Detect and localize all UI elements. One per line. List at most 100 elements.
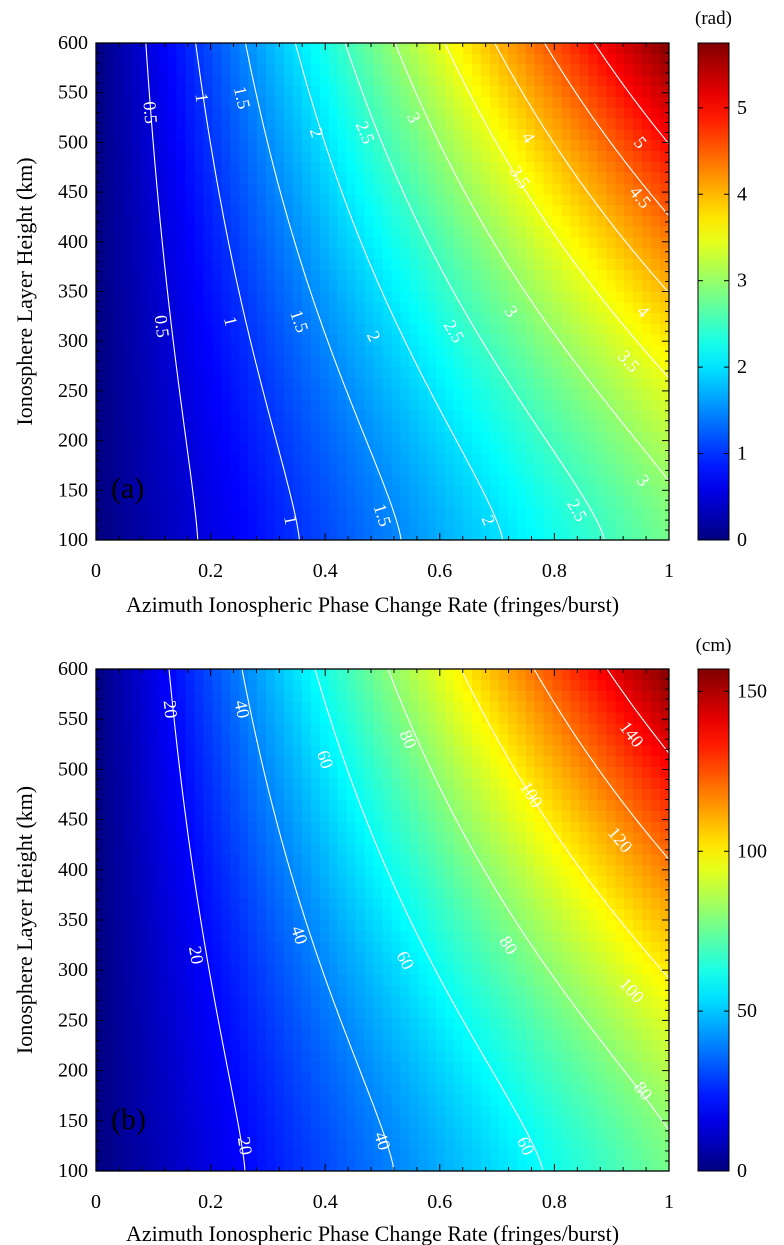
heatmap-cell xyxy=(221,778,231,790)
heatmap-cell xyxy=(319,778,330,790)
heatmap-cell xyxy=(248,745,258,757)
heatmap-cell xyxy=(579,377,590,390)
heatmap-cell xyxy=(651,410,661,422)
heatmap-cell xyxy=(427,118,437,131)
heatmap-cell xyxy=(588,745,598,757)
heatmap-cell xyxy=(615,64,625,77)
heatmap-cell xyxy=(328,745,339,757)
heatmap-cell xyxy=(346,496,357,509)
heatmap-cell xyxy=(346,172,357,185)
heatmap-cell xyxy=(337,302,348,314)
heatmap-cell xyxy=(292,756,303,768)
heatmap-cell xyxy=(507,291,518,303)
heatmap-cell xyxy=(427,701,437,714)
heatmap-cell xyxy=(445,734,455,746)
heatmap-cell xyxy=(257,226,267,239)
heatmap-cell xyxy=(167,205,178,217)
heatmap-cell xyxy=(194,909,205,921)
heatmap-cell xyxy=(597,507,607,519)
heatmap-cell xyxy=(543,496,554,509)
heatmap-cell xyxy=(624,485,634,498)
heatmap-cell xyxy=(552,745,563,757)
heatmap-cell xyxy=(149,723,160,736)
heatmap-cell xyxy=(552,248,563,260)
heatmap-cell xyxy=(104,388,115,401)
heatmap-cell xyxy=(328,345,339,357)
heatmap-cell xyxy=(588,53,598,66)
heatmap-cell xyxy=(131,832,142,845)
heatmap-cell xyxy=(194,930,205,943)
heatmap-cell xyxy=(489,701,500,714)
heatmap-cell xyxy=(266,485,276,498)
heatmap-cell xyxy=(606,799,616,812)
heatmap-cell xyxy=(436,388,446,401)
heatmap-cell xyxy=(489,778,500,790)
heatmap-cell xyxy=(185,129,196,141)
heatmap-cell xyxy=(149,183,160,195)
heatmap-cell xyxy=(194,431,205,444)
heatmap-cell xyxy=(266,876,276,888)
heatmap-cell xyxy=(507,97,518,109)
heatmap-cell xyxy=(561,507,572,519)
heatmap-cell xyxy=(328,734,339,746)
heatmap-cell xyxy=(319,377,330,390)
heatmap-cell xyxy=(382,854,393,867)
heatmap-cell xyxy=(570,183,581,195)
heatmap-cell xyxy=(382,734,393,746)
heatmap-cell xyxy=(248,97,258,109)
heatmap-cell xyxy=(257,767,267,779)
heatmap-cell xyxy=(203,974,213,987)
heatmap-cell xyxy=(122,930,133,943)
heatmap-cell xyxy=(167,496,178,509)
heatmap-cell xyxy=(642,799,652,812)
heatmap-cell xyxy=(212,745,222,757)
heatmap-cell xyxy=(400,53,410,66)
heatmap-cell xyxy=(203,291,213,303)
heatmap-cell xyxy=(454,529,464,541)
heatmap-cell xyxy=(382,778,393,790)
heatmap-cell xyxy=(391,388,401,401)
heatmap-cell xyxy=(158,151,169,163)
heatmap-cell xyxy=(275,690,285,703)
heatmap-cell xyxy=(570,205,581,217)
heatmap-cell xyxy=(239,151,249,163)
heatmap-cell xyxy=(176,129,187,141)
heatmap-cell xyxy=(400,388,410,401)
heatmap-cell xyxy=(346,97,357,109)
heatmap-cell xyxy=(489,485,500,498)
heatmap-cell xyxy=(364,690,375,703)
heatmap-cell xyxy=(633,767,643,779)
heatmap-cell xyxy=(624,388,634,401)
heatmap-cell xyxy=(113,313,124,325)
heatmap-cell xyxy=(248,799,258,812)
heatmap-cell xyxy=(543,86,554,98)
heatmap-cell xyxy=(561,920,572,932)
heatmap-cell xyxy=(292,399,303,411)
heatmap-cell xyxy=(624,854,634,867)
heatmap-cell xyxy=(284,345,294,357)
heatmap-cell xyxy=(104,367,115,379)
heatmap-cell xyxy=(534,161,545,174)
heatmap-cell xyxy=(445,356,455,368)
heatmap-cell xyxy=(597,898,607,910)
heatmap-cell xyxy=(660,485,670,498)
heatmap-cell xyxy=(113,151,124,163)
heatmap-cell xyxy=(113,291,124,303)
heatmap-cell xyxy=(185,952,196,965)
heatmap-cell xyxy=(436,421,446,433)
heatmap-cell xyxy=(570,334,581,347)
heatmap-cell xyxy=(498,313,509,325)
heatmap-cell xyxy=(480,821,491,834)
heatmap-cell xyxy=(301,507,312,519)
heatmap-cell xyxy=(633,518,643,530)
heatmap-cell xyxy=(633,745,643,757)
heatmap-cell xyxy=(104,496,115,509)
heatmap-cell xyxy=(239,475,249,487)
heatmap-cell xyxy=(588,865,598,877)
heatmap-cell xyxy=(472,118,482,131)
heatmap-cell xyxy=(310,410,321,422)
heatmap-cell xyxy=(579,421,590,433)
heatmap-cell xyxy=(498,97,509,109)
heatmap-cell xyxy=(284,952,294,965)
heatmap-cell xyxy=(292,431,303,444)
